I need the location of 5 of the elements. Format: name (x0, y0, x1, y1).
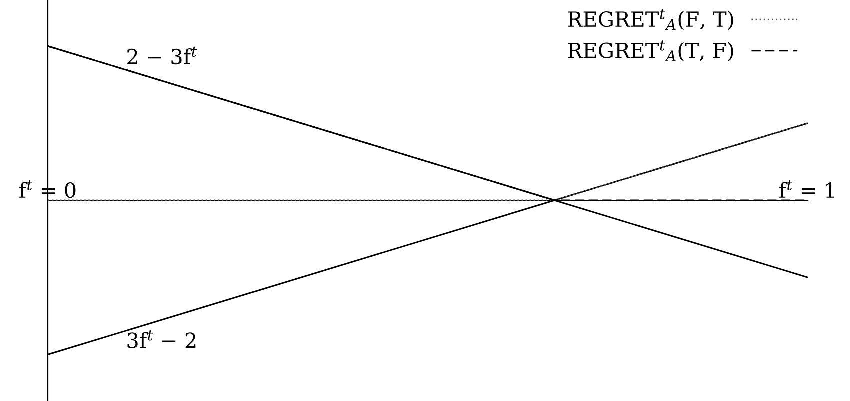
series-label: 3f$^{t}$ − 2 (128, 330, 196, 348)
x-tick-label: f$^{t}$ = 1 (780, 180, 834, 198)
legend-label: REGRET$^{t}$$_{A}$(T, F) (568, 40, 734, 62)
legend-label: REGRET$^{t}$$_{A}$(F, T) (568, 9, 734, 30)
series-label: 2 − 3f$^{t}$ (128, 46, 198, 65)
